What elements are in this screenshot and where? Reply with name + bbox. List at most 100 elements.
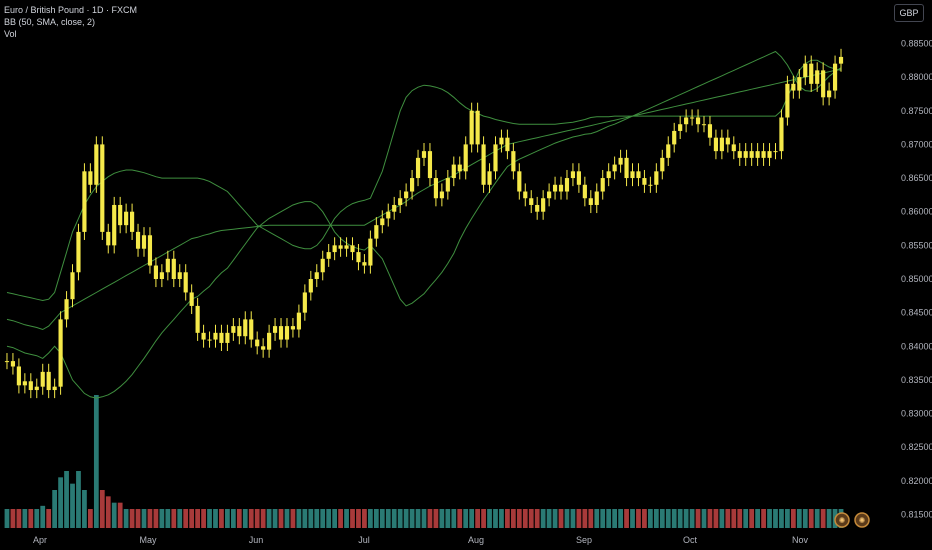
- volume-bar: [242, 509, 248, 528]
- candle-body: [797, 77, 802, 91]
- candle-body: [398, 198, 403, 205]
- time-tick-label: Jun: [249, 535, 264, 545]
- time-tick-label: Nov: [792, 535, 809, 545]
- volume-bar: [826, 509, 832, 528]
- price-tick-label: 0.86000: [901, 207, 932, 217]
- volume-bar: [129, 509, 135, 528]
- volume-bar: [516, 509, 522, 528]
- candle-body: [171, 258, 176, 279]
- volume-bar: [34, 509, 40, 528]
- volume-bar: [46, 509, 52, 528]
- volume-bar: [123, 509, 129, 528]
- sun-icon: ✺: [839, 516, 846, 525]
- volume-bar: [558, 509, 564, 528]
- time-tick-label: Jul: [358, 535, 370, 545]
- volume-bar: [481, 509, 486, 528]
- candle-body: [624, 157, 629, 179]
- volume-bar: [642, 509, 647, 528]
- candle-body: [743, 151, 748, 158]
- dividend-event-icon[interactable]: [854, 512, 870, 528]
- volume-bar: [82, 490, 87, 528]
- earnings-event-icon[interactable]: [834, 512, 850, 528]
- price-tick-label: 0.83500: [901, 375, 932, 385]
- candle-body: [642, 178, 647, 185]
- candle-body: [678, 124, 683, 131]
- volume-bar: [183, 509, 189, 528]
- candle-body: [225, 332, 230, 343]
- candle-body: [46, 371, 51, 391]
- candle-body: [618, 157, 623, 165]
- volume-bar: [582, 509, 588, 528]
- volume-bar: [272, 509, 278, 528]
- volume-bar: [385, 509, 391, 528]
- volume-bar: [201, 509, 206, 528]
- candle-body: [237, 326, 242, 337]
- price-tick-label: 0.82000: [901, 476, 932, 486]
- candle-body: [767, 151, 772, 158]
- volume-bar: [421, 509, 427, 528]
- volume-bar: [213, 509, 218, 528]
- candle-body: [815, 70, 820, 84]
- candle-body: [737, 151, 742, 158]
- volume-bar: [475, 509, 480, 528]
- candle-body: [558, 184, 564, 192]
- price-tick-label: 0.82500: [901, 442, 932, 452]
- time-tick-label: Sep: [576, 535, 592, 545]
- volume-bar: [278, 509, 284, 528]
- volume-bar: [522, 509, 528, 528]
- volume-bar: [624, 509, 629, 528]
- bollinger-bands-layer: [6, 50, 842, 399]
- volume-bar: [409, 509, 415, 528]
- volume-bar: [576, 509, 582, 528]
- candle-body: [159, 272, 164, 279]
- candle-body: [445, 178, 450, 192]
- volume-bar: [230, 509, 236, 528]
- volume-bar: [356, 509, 361, 528]
- candle-body: [28, 381, 33, 391]
- price-axis[interactable]: 0.88500 0.88000 0.87500 0.87000 0.86500 0.860…: [901, 38, 932, 519]
- candle-body: [284, 326, 290, 340]
- volume-bar: [469, 509, 475, 528]
- volume-bar: [368, 509, 373, 528]
- bb-lower-line: [6, 50, 842, 399]
- candle-body: [421, 151, 427, 158]
- candle-body: [576, 171, 581, 185]
- volume-bar: [260, 509, 266, 528]
- candle-body: [76, 231, 81, 273]
- volume-bar: [326, 509, 332, 528]
- volume-bar: [761, 509, 766, 528]
- events-layer[interactable]: ✺ ✺: [834, 512, 870, 528]
- candle-body: [731, 144, 736, 152]
- volume-bar: [219, 509, 224, 528]
- volume-bar: [332, 509, 338, 528]
- time-axis[interactable]: Apr May Jun Jul Aug Sep Oct Nov: [33, 535, 809, 545]
- volume-indicator-label[interactable]: Vol: [4, 29, 17, 39]
- volume-bar: [493, 509, 498, 528]
- volume-bar: [689, 509, 695, 528]
- candle-body: [326, 252, 331, 259]
- volume-bar: [528, 509, 534, 528]
- candle-body: [499, 137, 504, 145]
- candle-body: [439, 191, 444, 199]
- candle-body: [356, 252, 361, 263]
- bb-indicator-label[interactable]: BB (50, SMA, close, 2): [4, 17, 96, 27]
- volume-bar: [415, 509, 421, 528]
- symbol-title[interactable]: Euro / British Pound · 1D · FXCM: [4, 5, 138, 15]
- candle-body: [278, 326, 284, 340]
- volume-bar: [64, 471, 69, 528]
- candle-body: [368, 238, 373, 266]
- candle-body: [392, 204, 397, 212]
- candles-layer: [4, 48, 844, 399]
- candle-body: [201, 332, 206, 340]
- candle-body: [135, 231, 141, 249]
- candle-body: [64, 299, 69, 320]
- volume-bar: [677, 509, 683, 528]
- volume-bar: [177, 509, 183, 528]
- currency-button[interactable]: GBP: [894, 4, 924, 22]
- volume-bar: [767, 509, 772, 528]
- volume-bar: [153, 509, 159, 528]
- candle-body: [415, 157, 421, 179]
- volume-bar: [266, 509, 272, 528]
